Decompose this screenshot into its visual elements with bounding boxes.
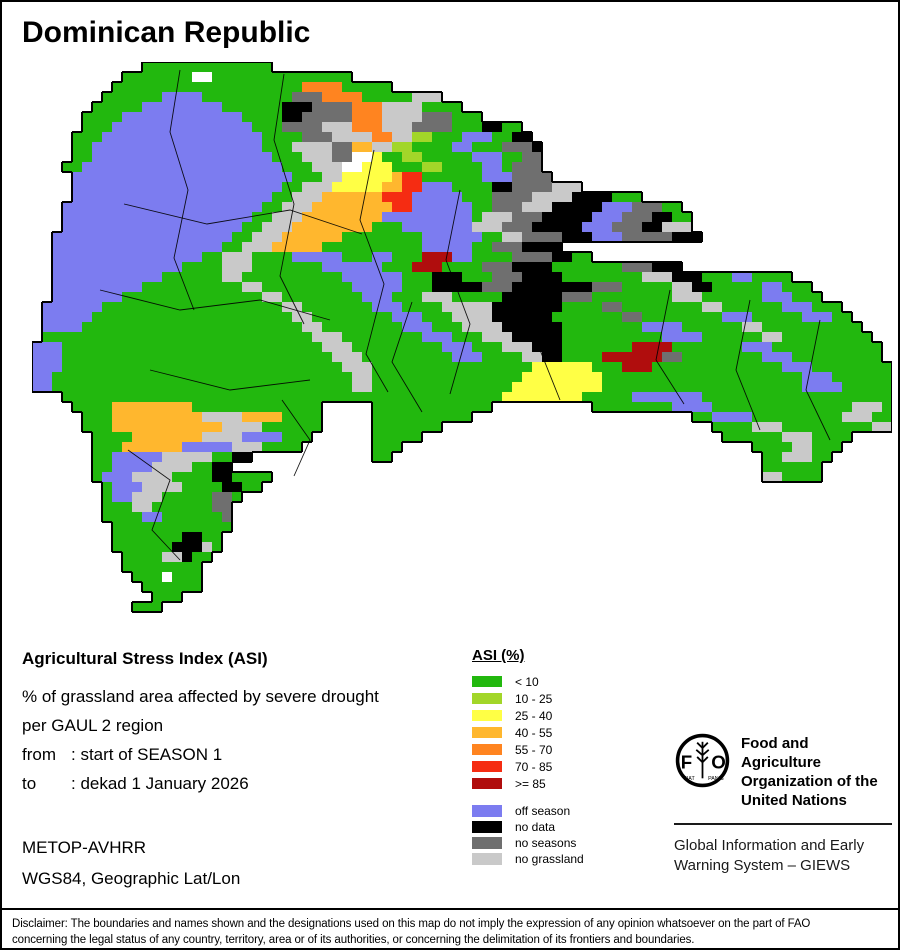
divider-line — [674, 823, 892, 825]
giews-line: Global Information and Early — [674, 837, 865, 854]
period-to: to : dekad 1 January 2026 — [22, 773, 379, 794]
to-label: to — [22, 774, 37, 793]
legend-label: no data — [515, 820, 556, 834]
legend-label: >= 85 — [515, 776, 546, 791]
sensor-label: METOP-AVHRR — [22, 838, 147, 857]
disclaimer: Disclaimer: The boundaries and names sho… — [2, 908, 898, 948]
index-region: per GAUL 2 region — [22, 716, 164, 735]
to-value: : dekad 1 January 2026 — [71, 774, 249, 793]
index-heading: Agricultural Stress Index (ASI) — [22, 649, 268, 668]
disclaimer-line: concerning the legal status of any count… — [12, 934, 695, 946]
legend-row: 55 - 70 — [472, 741, 584, 758]
legend-swatch — [472, 821, 502, 833]
legend-label: 70 - 85 — [515, 759, 553, 774]
legend-swatch — [472, 853, 502, 865]
page-title: Dominican Republic — [22, 16, 311, 49]
legend-extra-classes: off season no data no seasons no grassla… — [472, 803, 584, 867]
fao-motto-right: PANIS — [708, 776, 724, 782]
giews-name: Global Information and Early Warning Sys… — [674, 836, 892, 876]
legend: ASI (%) < 10 10 - 25 25 - 40 40 - 55 55 … — [472, 647, 584, 867]
wheat-ear-icon — [695, 741, 710, 779]
period-from: from : start of SEASON 1 — [22, 744, 379, 765]
legend-swatch — [472, 761, 502, 772]
fao-org-line: Organization of the — [741, 773, 878, 790]
legend-swatch — [472, 693, 502, 704]
from-label: from — [22, 745, 56, 764]
fao-motto-left: FIAT — [684, 776, 696, 782]
legend-title: ASI (%) — [472, 647, 525, 664]
fao-org-line: United Nations — [741, 792, 847, 809]
index-description: % of grassland area affected by severe d… — [22, 687, 379, 706]
raster-cells — [31, 61, 893, 613]
legend-label: 40 - 55 — [515, 725, 553, 740]
legend-swatch — [472, 727, 502, 738]
fao-org-line: Food and Agriculture — [741, 735, 822, 771]
legend-row: off season — [472, 803, 584, 819]
asi-map-canvas — [31, 61, 893, 613]
legend-row: 40 - 55 — [472, 724, 584, 741]
legend-row: no grassland — [472, 851, 584, 867]
fao-branding: F O FIAT PANIS Food and Agriculture Orga… — [674, 732, 892, 876]
legend-label: no grassland — [515, 852, 584, 866]
admin-boundaries — [99, 69, 831, 561]
legend-swatch — [472, 710, 502, 721]
legend-row: no data — [472, 819, 584, 835]
legend-label: 25 - 40 — [515, 708, 553, 723]
giews-line: Warning System – GIEWS — [674, 857, 851, 874]
fao-logo-icon: F O FIAT PANIS — [675, 733, 730, 788]
legend-swatch — [472, 744, 502, 755]
legend-row: 10 - 25 — [472, 690, 584, 707]
asi-map — [31, 61, 893, 642]
legend-row: 25 - 40 — [472, 707, 584, 724]
legend-label: no seasons — [515, 836, 577, 850]
legend-swatch — [472, 805, 502, 817]
fao-org-name: Food and Agriculture Organization of the… — [741, 732, 892, 810]
fao-letter-f: F — [681, 752, 692, 773]
legend-label: 10 - 25 — [515, 691, 553, 706]
projection-label: WGS84, Geographic Lat/Lon — [22, 869, 241, 888]
legend-row: >= 85 — [472, 775, 584, 792]
legend-swatch — [472, 778, 502, 789]
legend-row: < 10 — [472, 673, 584, 690]
legend-label: < 10 — [515, 674, 539, 689]
legend-row: 70 - 85 — [472, 758, 584, 775]
disclaimer-line: Disclaimer: The boundaries and names sho… — [12, 918, 811, 930]
fao-header: F O FIAT PANIS Food and Agriculture Orga… — [674, 732, 892, 810]
from-value: : start of SEASON 1 — [71, 745, 223, 764]
legend-swatch — [472, 837, 502, 849]
legend-classes: < 10 10 - 25 25 - 40 40 - 55 55 - 70 70 … — [472, 673, 584, 792]
legend-label: off season — [515, 804, 571, 818]
legend-row: no seasons — [472, 835, 584, 851]
fao-letter-o: O — [711, 752, 726, 773]
legend-label: 55 - 70 — [515, 742, 553, 757]
map-caption-block: Agricultural Stress Index (ASI) % of gra… — [22, 648, 379, 802]
legend-swatch — [472, 676, 502, 687]
